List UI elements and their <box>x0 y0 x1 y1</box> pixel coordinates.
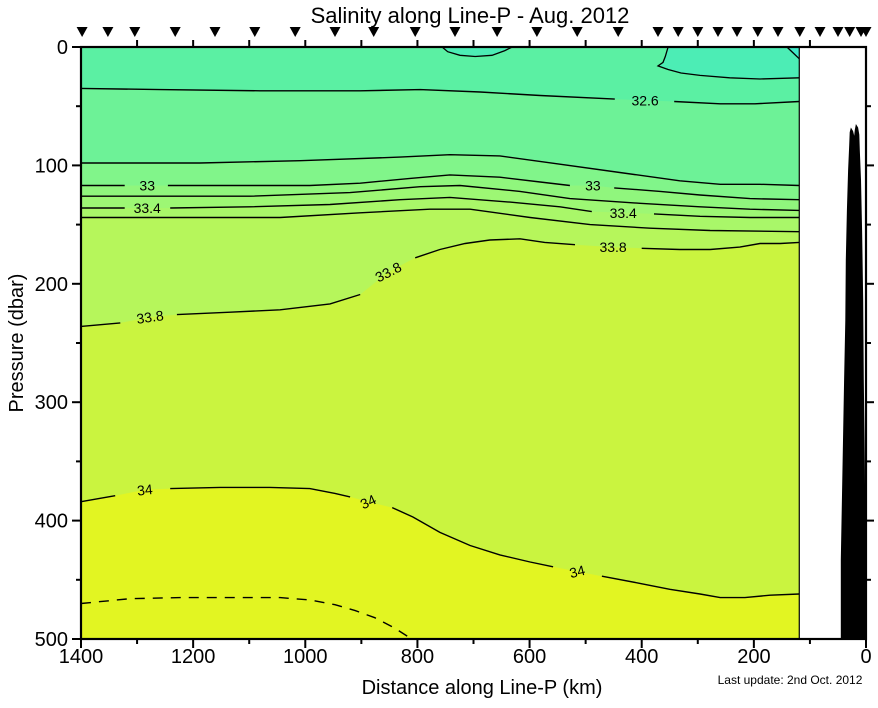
contour-line-33.2 <box>81 184 800 212</box>
station-marker-icon <box>814 27 826 37</box>
station-marker-icon <box>209 27 221 37</box>
station-marker-icon <box>752 27 764 37</box>
contour-line-33.8 <box>414 238 576 259</box>
contour-label-34: 34 <box>136 481 153 499</box>
y-tick-label: 200 <box>35 274 68 296</box>
x-tick-label: 1000 <box>283 646 328 668</box>
station-marker-icon <box>76 27 88 37</box>
station-marker-icon <box>731 27 743 37</box>
station-marker-icon <box>772 27 784 37</box>
station-marker-icon <box>612 27 624 37</box>
station-marker-icon <box>102 27 114 37</box>
surface-lens-contour <box>441 46 513 58</box>
contour-line-33.8 <box>80 322 121 328</box>
x-tick-label: 800 <box>401 646 434 668</box>
station-marker-icon <box>449 27 461 37</box>
contour-label-34: 34 <box>568 562 587 581</box>
y-tick-label: 500 <box>35 629 68 651</box>
x-tick-label: 1400 <box>59 646 104 668</box>
y-tick-label: 400 <box>35 511 68 533</box>
contour-line-34 <box>391 506 554 568</box>
station-marker-icon <box>129 27 141 37</box>
station-marker-icon <box>672 27 684 37</box>
contour-fill-bands <box>81 47 800 640</box>
station-marker-icon <box>692 27 704 37</box>
last-update-note: Last update: 2nd Oct. 2012 <box>718 673 863 687</box>
contour-label-33: 33 <box>139 178 155 194</box>
axis-tick-labels: 1400 1200 1000 800 600 400 200 0 0 100 200 300 400 50… <box>35 37 872 668</box>
y-tick-label: 300 <box>35 392 68 414</box>
contour-line-32.6 <box>674 100 800 105</box>
station-marker-icon <box>169 27 181 37</box>
contour-line-33.4 <box>170 196 592 213</box>
bathymetry-silhouette <box>840 124 866 639</box>
chart-title: Salinity along Line-P - Aug. 2012 <box>311 3 630 28</box>
x-axis-title: Distance along Line-P (km) <box>362 677 603 699</box>
contour-line-33.8 <box>176 293 361 316</box>
station-markers <box>76 27 872 37</box>
contour-label-33: 33 <box>585 178 601 194</box>
station-marker-icon <box>832 27 844 37</box>
x-tick-label: 400 <box>625 646 658 668</box>
contour-label-32.6: 32.6 <box>631 92 658 108</box>
station-marker-icon <box>860 27 872 37</box>
contour-line-34 <box>80 495 116 503</box>
contour-line-33.6 <box>81 208 800 233</box>
y-axis-title: Pressure (dbar) <box>6 274 28 413</box>
contour-line-34 <box>170 486 351 498</box>
contour-lines <box>80 46 800 639</box>
station-marker-icon <box>249 27 261 37</box>
y-tick-label: 0 <box>57 37 68 59</box>
station-marker-icon <box>531 27 543 37</box>
band-below-34 <box>81 487 800 639</box>
x-tick-label: 1200 <box>171 646 216 668</box>
contour-label-33.8: 33.8 <box>599 239 626 255</box>
station-marker-icon <box>652 27 664 37</box>
station-marker-icon <box>794 27 806 37</box>
contour-line-33 <box>614 187 800 201</box>
x-tick-label: 600 <box>513 646 546 668</box>
station-marker-icon <box>571 27 583 37</box>
coastal-surface-contour <box>656 46 800 80</box>
contour-label-33.8: 33.8 <box>135 307 164 327</box>
contour-label-34: 34 <box>358 491 379 512</box>
contour-label-33.4: 33.4 <box>610 205 637 221</box>
x-tick-label: 0 <box>860 646 871 668</box>
corner-surface-contour <box>786 46 800 60</box>
y-tick-label: 100 <box>35 155 68 177</box>
station-marker-icon <box>844 27 856 37</box>
contour-line-33.4 <box>653 213 800 219</box>
station-marker-icon <box>712 27 724 37</box>
station-marker-icon <box>329 27 341 37</box>
contour-label-33.4: 33.4 <box>134 200 161 216</box>
contour-line-33.8 <box>641 241 800 251</box>
axis-ticks <box>72 40 874 648</box>
station-marker-icon <box>409 27 421 37</box>
station-marker-icon <box>368 27 380 37</box>
station-marker-icon <box>491 27 503 37</box>
contour-line-33 <box>167 174 570 187</box>
contour-line-32.8 <box>81 153 800 187</box>
contour-line-34 <box>601 575 800 599</box>
x-tick-label: 200 <box>737 646 770 668</box>
station-marker-icon <box>289 27 301 37</box>
contour-line-32.6 <box>80 87 615 100</box>
